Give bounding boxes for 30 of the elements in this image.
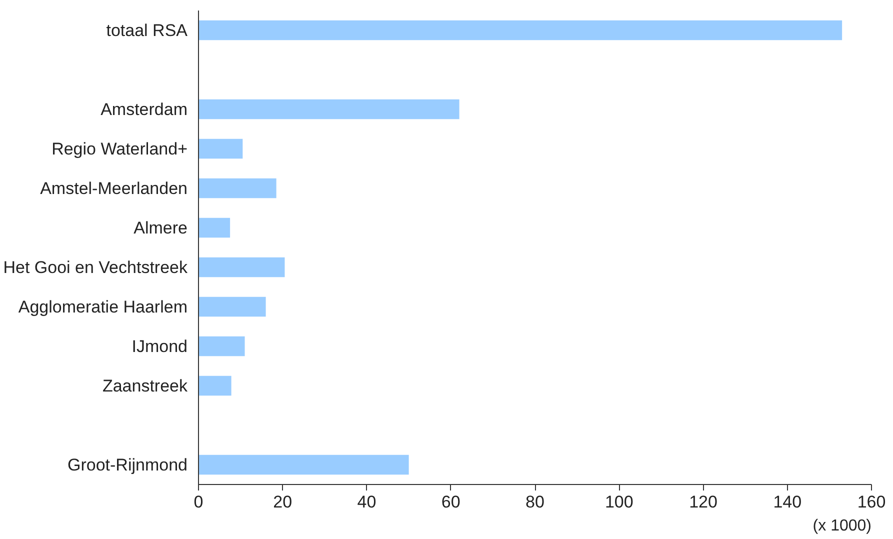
y-tick-label: Regio Waterland+: [52, 139, 188, 158]
text: (x 1000): [812, 518, 872, 534]
y-tick-label: Almere: [134, 218, 188, 238]
bar: [198, 257, 285, 278]
x-tick-label: 40: [357, 492, 376, 512]
x-tick-label: 20: [273, 492, 292, 512]
bar: [198, 138, 243, 159]
bar: [198, 99, 460, 120]
x-tick-label: 60: [441, 492, 460, 512]
y-tick-label: Groot-Rijnmond: [68, 455, 188, 474]
x-tick-label: 160: [857, 492, 886, 512]
bar: [198, 296, 266, 317]
bar: [198, 376, 232, 396]
bar: [198, 336, 245, 356]
y-tick-label: Amsterdam: [100, 100, 188, 119]
x-tick-label: 100: [604, 492, 634, 512]
x-tick-label: 140: [773, 492, 802, 512]
y-tick-label: Amstel-Meerlanden: [40, 178, 188, 198]
bar: [198, 218, 230, 238]
y-tick-label: IJmond: [132, 336, 188, 356]
x-tick-label: 0: [194, 492, 204, 512]
y-tick-label: Agglomeratie Haarlem: [18, 297, 188, 316]
x-tick-label: 120: [689, 492, 718, 512]
bar: [198, 454, 409, 475]
y-tick-label: Zaanstreek: [102, 376, 188, 396]
y-tick-label: Het Gooi en Vechtstreek: [3, 258, 188, 277]
y-tick-label: totaal RSA: [106, 20, 188, 40]
bar: [198, 178, 276, 198]
x-tick-label: 80: [526, 492, 544, 512]
bar: [198, 20, 842, 40]
